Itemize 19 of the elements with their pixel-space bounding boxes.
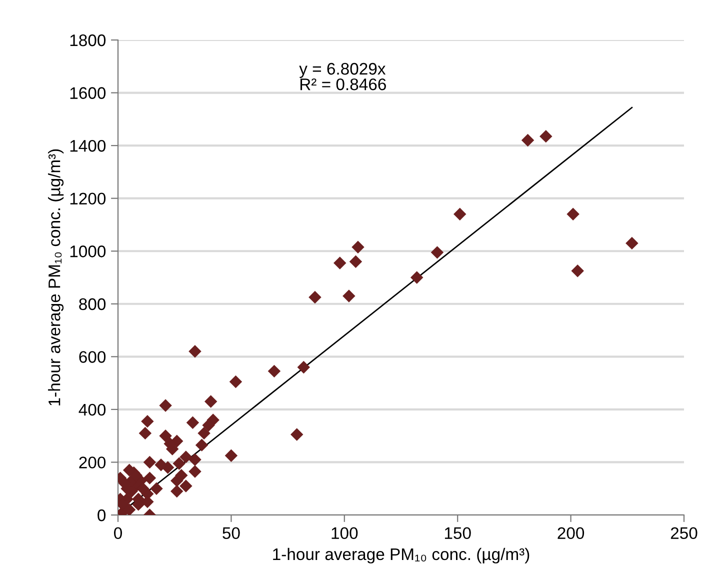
x-tick-label: 150	[444, 527, 471, 540]
y-tick-label: 600	[79, 351, 106, 363]
x-tick-label: 0	[114, 527, 122, 540]
x-tick-label: 200	[558, 527, 584, 540]
y-axis-title: 1-hour average PM₁₀ conc. (µg/m³)	[48, 149, 64, 406]
y-tick-label: 400	[78, 404, 106, 416]
y-tick-label: 0	[98, 509, 106, 522]
y-tick-label: 200	[79, 456, 106, 468]
y-tick-label: 1200	[70, 192, 106, 205]
annotation: y = 6.8029x R² = 0.8466	[299, 62, 386, 90]
x-tick-label: 100	[332, 527, 358, 540]
y-tick-label: 1800	[70, 34, 106, 46]
x-tick-label: 250	[670, 527, 698, 540]
y-tick-label: 1000	[70, 246, 106, 258]
y-tick-label: 1600	[70, 87, 106, 99]
x-axis-title: 1-hour average PM₁₀ conc. (µg/m³)	[273, 548, 530, 564]
x-tick-label: 50	[222, 527, 240, 540]
y-tick-label: 800	[79, 298, 106, 310]
y-tick-label: 1400	[70, 140, 106, 152]
